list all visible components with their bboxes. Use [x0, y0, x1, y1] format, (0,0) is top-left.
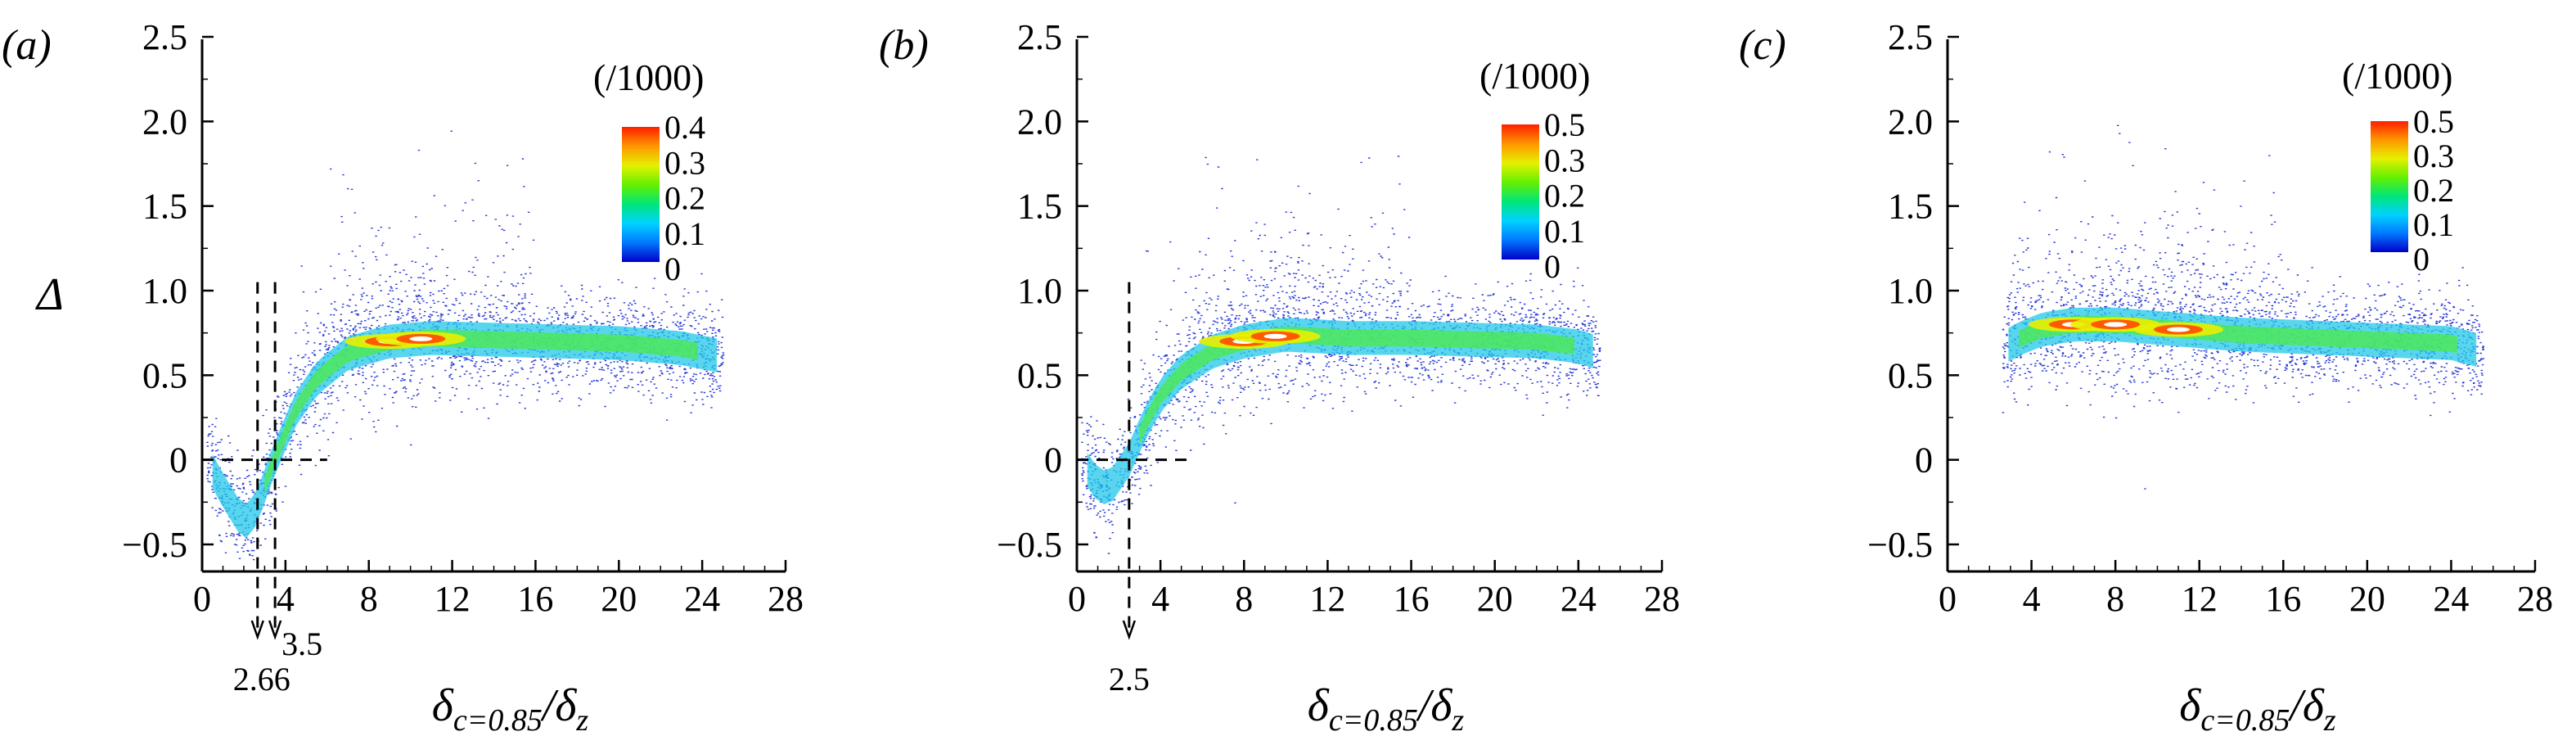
vline-value-label: 2.5	[1109, 661, 1150, 698]
colorbar-tick-label: 0	[1544, 248, 1560, 285]
y-tick-label: 2.5	[142, 17, 187, 57]
x-tick-label: 4	[1151, 579, 1169, 619]
x-tick-label: 8	[1235, 579, 1253, 619]
colorbar-tick-label: 0.1	[1544, 213, 1585, 250]
scatter-cloud	[2002, 124, 2485, 490]
y-tick-label: 0	[1044, 440, 1062, 481]
colorbar-tick-label: 0.2	[2413, 172, 2454, 209]
scatter-points	[2002, 124, 2485, 490]
x-tick-label: 24	[2433, 579, 2469, 619]
y-tick-label: 1.5	[142, 187, 187, 227]
colorbar-gradient	[622, 127, 660, 262]
x-tick-label: 0	[1068, 579, 1086, 619]
x-tick-label: 20	[1477, 579, 1513, 619]
vline-value-label: 3.5	[281, 625, 322, 662]
x-tick-label: 16	[2265, 579, 2301, 619]
y-tick-label: −0.5	[997, 525, 1062, 565]
colorbar-tick-label: 0.2	[664, 180, 705, 217]
colorbar-tick-label: 0	[664, 251, 681, 287]
hot-spot-peak	[2167, 327, 2191, 332]
x-tick-label: 28	[1644, 579, 1680, 619]
y-tick-label: 0	[169, 440, 187, 481]
x-tick-label: 12	[2182, 579, 2218, 619]
panel-1: −0.500.51.01.52.02.50 4 8 12 16 20 24 28δc=0.85…	[2, 17, 804, 736]
x-axis-title: δc=0.85/δz	[432, 680, 589, 736]
density-band	[1087, 318, 1593, 505]
colorbar-gradient	[1502, 124, 1539, 260]
colorbar-gradient	[2371, 121, 2408, 252]
y-tick-label: 0.5	[1017, 355, 1062, 395]
colorbar-tick-label: 0	[2413, 241, 2430, 278]
density-band	[212, 321, 717, 539]
y-tick-label: 2.5	[1017, 17, 1062, 57]
y-tick-label: 0	[1915, 440, 1933, 481]
down-arrow-icon	[1122, 620, 1137, 640]
colorbar-title: (/1000)	[593, 56, 704, 98]
colorbar-tick-label: 0.1	[664, 215, 705, 252]
panel-2: −0.500.51.01.52.02.50 4 8 12 16 20 24 28δc=0.85…	[879, 17, 1680, 736]
y-tick-label: 2.0	[1017, 102, 1062, 142]
y-tick-label: 0.5	[1888, 355, 1933, 395]
y-tick-label: 2.0	[1888, 102, 1933, 142]
vline-value-label: 2.66	[233, 661, 290, 698]
x-tick-label: 8	[360, 579, 378, 619]
panel-label: (a)	[2, 22, 52, 69]
colorbar-tick-label: 0.2	[1544, 178, 1585, 214]
x-tick-label: 0	[1939, 579, 1957, 619]
y-tick-label: 1.0	[1017, 271, 1062, 311]
x-tick-label: 4	[2023, 579, 2041, 619]
colorbar-tick-label: 0.3	[664, 144, 705, 181]
density-core	[1139, 326, 1574, 445]
colorbar: (/1000) 0.50.30.20.10	[1479, 55, 1590, 285]
colorbar-title: (/1000)	[2342, 55, 2452, 97]
y-tick-label: 1.5	[1888, 187, 1933, 227]
colorbar-tick-label: 0.3	[2413, 138, 2454, 174]
down-arrow-icon	[250, 620, 264, 640]
x-tick-label: 16	[1394, 579, 1430, 619]
colorbar-tick-label: 0.4	[664, 109, 705, 146]
x-tick-label: 28	[768, 579, 804, 619]
colorbar: (/1000) 0.40.30.20.10	[593, 56, 705, 287]
x-tick-label: 16	[517, 579, 553, 619]
hot-spot-peak	[2104, 322, 2128, 327]
y-tick-label: 1.5	[1017, 187, 1062, 227]
panel-3: −0.500.51.01.52.02.50 4 8 12 16 20 24 28δc=0.85…	[1739, 17, 2553, 736]
panel-label: (c)	[1739, 22, 1786, 69]
y-axis-title: Δ	[35, 269, 64, 320]
hot-spot-peak	[409, 336, 433, 341]
y-tick-label: 1.0	[142, 271, 187, 311]
x-tick-label: 20	[601, 579, 637, 619]
y-tick-label: 2.5	[1888, 17, 1933, 57]
colorbar-tick-label: 0.5	[1544, 106, 1585, 143]
colorbar: (/1000) 0.50.30.20.10	[2342, 55, 2454, 278]
colorbar-tick-label: 0.3	[1544, 142, 1585, 178]
x-tick-label: 12	[1309, 579, 1345, 619]
hot-spot-peak	[1263, 333, 1287, 339]
x-tick-label: 8	[2106, 579, 2124, 619]
x-axis-title: δc=0.85/δz	[2179, 680, 2336, 736]
x-tick-label: 0	[193, 579, 211, 619]
x-tick-label: 24	[684, 579, 720, 619]
panel-label: (b)	[879, 22, 929, 69]
y-tick-label: 2.0	[142, 102, 187, 142]
x-tick-label: 4	[277, 579, 295, 619]
x-tick-label: 28	[2517, 579, 2553, 619]
colorbar-tick-label: 0.5	[2413, 103, 2454, 140]
x-tick-label: 20	[2349, 579, 2385, 619]
y-tick-label: −0.5	[1867, 525, 1933, 565]
down-arrow-icon	[268, 620, 282, 640]
colorbar-title: (/1000)	[1479, 55, 1590, 97]
x-axis-title: δc=0.85/δz	[1308, 680, 1465, 736]
y-tick-label: 1.0	[1888, 271, 1933, 311]
density-core	[264, 329, 698, 494]
colorbar-tick-label: 0.1	[2413, 206, 2454, 243]
x-tick-label: 12	[435, 579, 471, 619]
y-tick-label: 0.5	[142, 355, 187, 395]
y-tick-label: −0.5	[122, 525, 187, 565]
x-tick-label: 24	[1560, 579, 1596, 619]
